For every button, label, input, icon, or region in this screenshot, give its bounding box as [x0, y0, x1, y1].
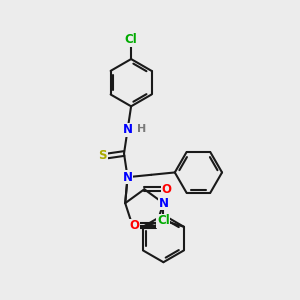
Text: S: S [98, 149, 107, 162]
Text: Cl: Cl [157, 214, 170, 227]
Text: N: N [123, 123, 133, 136]
Text: Cl: Cl [157, 214, 170, 227]
Text: H: H [137, 124, 147, 134]
Text: O: O [161, 183, 171, 196]
Text: N: N [158, 196, 168, 210]
Text: O: O [129, 219, 139, 232]
Text: N: N [123, 171, 133, 184]
Text: Cl: Cl [125, 33, 137, 46]
